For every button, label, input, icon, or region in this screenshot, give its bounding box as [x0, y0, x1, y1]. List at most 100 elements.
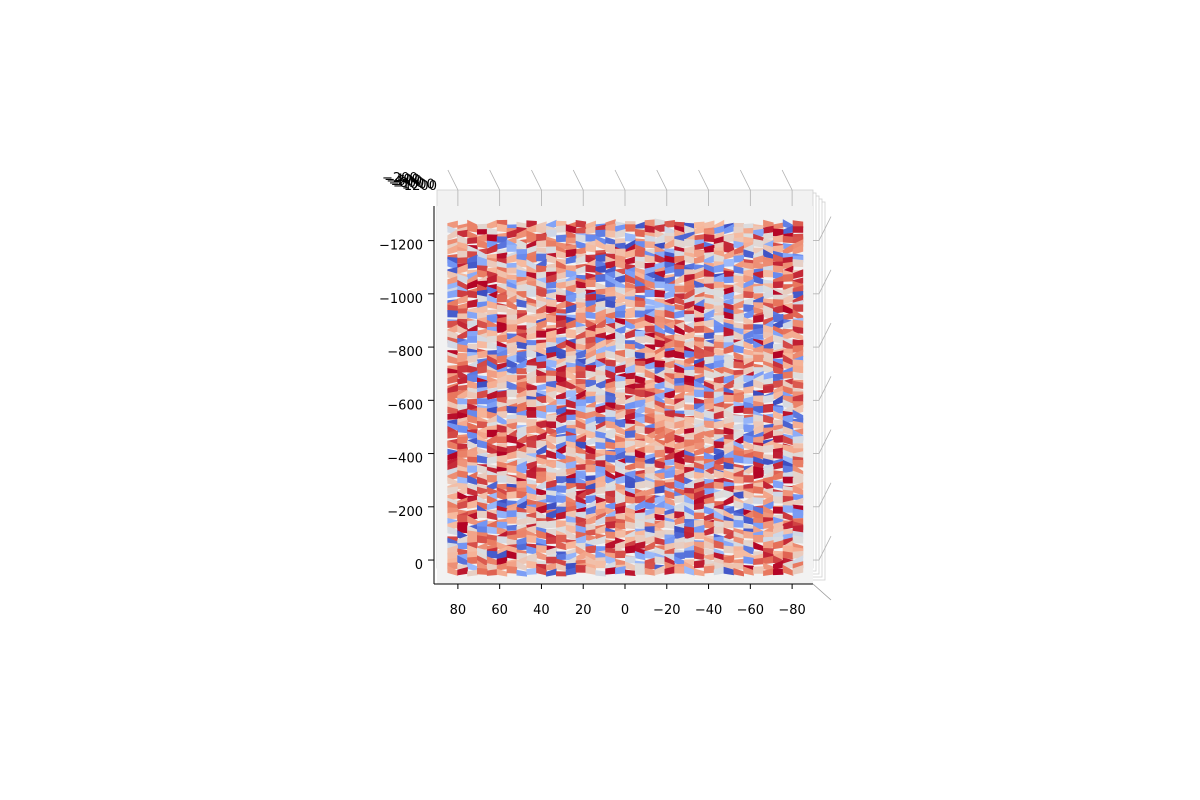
surface-cell — [496, 562, 508, 571]
surface-cell — [625, 349, 636, 360]
surface-cell — [625, 364, 636, 375]
surface-cell — [684, 340, 695, 349]
surface-cell — [773, 451, 784, 459]
surface-cell — [516, 560, 527, 572]
surface-cell — [605, 394, 616, 404]
surface-cell — [644, 562, 656, 570]
surface-cell — [694, 351, 705, 360]
surface-cell — [457, 352, 468, 360]
surface-cell — [694, 471, 705, 480]
surface-cell — [467, 551, 478, 559]
surface-cell — [694, 255, 705, 264]
surface-cell — [703, 220, 715, 229]
surface-cell — [516, 341, 527, 350]
surface-cell — [664, 396, 675, 406]
surface-cell — [654, 460, 666, 469]
surface-cell — [713, 334, 725, 341]
surface-cell — [625, 569, 636, 576]
surface-cell — [684, 369, 695, 378]
surface-cell — [703, 470, 715, 481]
surface-cell — [457, 257, 468, 264]
surface-cell — [753, 535, 764, 543]
surface-cell — [526, 534, 537, 544]
surface-cell — [585, 566, 596, 575]
surface-cell — [457, 515, 468, 523]
surface-cell — [467, 562, 478, 572]
surface-cell — [792, 394, 804, 404]
surface-cell — [457, 500, 468, 510]
surface-cell — [733, 562, 744, 570]
surface-cell — [536, 551, 547, 561]
surface-cell — [496, 536, 508, 544]
surface-cell — [733, 485, 744, 491]
surface-cell — [723, 566, 735, 576]
surface-cell — [713, 273, 725, 284]
surface-cell — [654, 513, 666, 521]
surface-cell — [536, 456, 547, 466]
x-axis-ticks: 80 60 40 20 0 −20 −40 −60 −80 — [450, 584, 806, 618]
x-gridline-back-1 — [489, 169, 501, 191]
surface-cell — [664, 360, 675, 370]
surface-cell — [743, 324, 754, 330]
surface-cell — [486, 429, 498, 438]
surface-cell — [565, 409, 577, 416]
surface-cell — [664, 220, 675, 228]
surface-cell — [605, 230, 616, 238]
surface-cell — [575, 445, 587, 456]
surface-cell — [654, 419, 666, 429]
surface-cell — [585, 336, 596, 344]
surface-cell — [605, 359, 616, 368]
surface-cell — [447, 545, 458, 555]
surface-cell — [792, 511, 804, 519]
surface-cell — [556, 460, 567, 470]
surface-cell — [457, 295, 468, 305]
surface-cell — [634, 365, 646, 373]
surface-cell — [753, 379, 764, 389]
surface-cell — [536, 520, 547, 529]
surface-cell — [556, 391, 567, 401]
surface-cell — [457, 234, 468, 245]
surface-cell — [457, 330, 468, 341]
surface-cell — [615, 286, 626, 294]
surface-cell — [674, 515, 685, 526]
surface-cell — [447, 413, 458, 420]
surface-cell — [575, 550, 587, 562]
surface-cell — [694, 455, 705, 462]
surface-cell — [605, 332, 616, 341]
surface-cell — [694, 524, 705, 534]
surface-cell — [605, 409, 616, 418]
surface-cell — [644, 456, 656, 466]
surface-cell — [585, 475, 596, 481]
surface-cell — [664, 446, 675, 455]
surface-cell — [782, 414, 794, 424]
surface-cell — [447, 228, 458, 241]
surface-cell — [546, 314, 557, 323]
x-gridline-back-8 — [781, 169, 793, 191]
surface-cell — [546, 229, 557, 237]
surface-cell — [477, 560, 488, 572]
surface-cell — [703, 452, 715, 461]
surface-cell — [684, 384, 695, 393]
surface-cell — [526, 516, 537, 525]
surface-cell — [486, 335, 498, 344]
surface-cell — [477, 223, 488, 230]
surface-cell — [733, 454, 744, 464]
surface-cell — [713, 289, 725, 298]
surface-cell — [526, 332, 537, 340]
surface-cell — [565, 248, 577, 258]
surface-cell — [654, 530, 666, 539]
surface-cell — [536, 361, 547, 369]
surface-cell — [516, 325, 527, 331]
surface-cell — [615, 242, 626, 250]
surface-cell — [743, 340, 754, 351]
surface-cell — [703, 255, 715, 265]
surface-cell — [743, 348, 754, 356]
surface-cell — [733, 549, 744, 559]
x-gridline-back-6 — [698, 169, 709, 191]
surface-cell — [773, 245, 784, 253]
surface-cell — [674, 309, 685, 319]
surface-cell — [654, 449, 666, 458]
surface-cell — [556, 563, 567, 572]
surface-cell — [743, 236, 754, 244]
surface-cell — [516, 537, 527, 546]
